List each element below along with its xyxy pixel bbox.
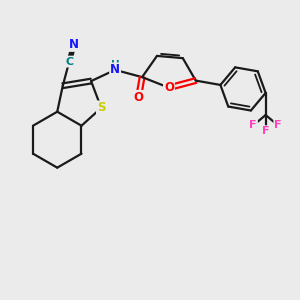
Text: H: H [111,61,119,70]
Text: F: F [262,126,269,136]
Text: O: O [134,91,143,104]
Text: O: O [164,81,174,94]
Text: F: F [274,120,282,130]
Text: N: N [110,63,120,76]
Text: N: N [69,38,79,51]
Text: F: F [250,120,257,130]
Text: C: C [65,57,73,67]
Text: S: S [97,101,106,114]
